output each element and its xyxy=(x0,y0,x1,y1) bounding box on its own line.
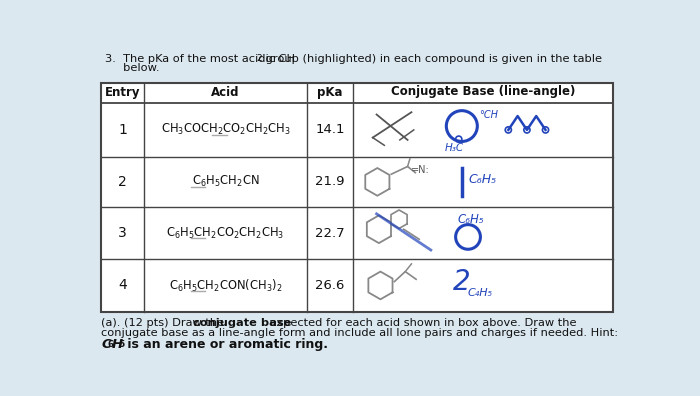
Text: 2: 2 xyxy=(452,268,470,295)
Bar xyxy=(102,83,613,312)
Text: (a). (12 pts) Draw the: (a). (12 pts) Draw the xyxy=(102,318,228,328)
Text: 4: 4 xyxy=(118,278,127,293)
Text: expected for each acid shown in box above. Draw the: expected for each acid shown in box abov… xyxy=(266,318,576,328)
Text: 3: 3 xyxy=(118,226,127,240)
Text: pKa: pKa xyxy=(317,86,343,99)
Text: C: C xyxy=(102,338,111,351)
Text: H: H xyxy=(111,338,122,351)
Text: 22.7: 22.7 xyxy=(315,227,345,240)
Text: conjugate base as a line-angle form and include all lone pairs and charges if ne: conjugate base as a line-angle form and … xyxy=(102,328,619,338)
Text: 3.  The pKa of the most acidic CH: 3. The pKa of the most acidic CH xyxy=(104,54,295,64)
Text: H₃C: H₃C xyxy=(444,143,464,153)
Text: C₄H₅: C₄H₅ xyxy=(468,288,493,298)
Text: C$_6$H$_5$CH$_2$CO$_2$CH$_2$CH$_3$: C$_6$H$_5$CH$_2$CO$_2$CH$_2$CH$_3$ xyxy=(167,226,285,241)
Text: CH$_3$COCH$_2$CO$_2$CH$_2$CH$_3$: CH$_3$COCH$_2$CO$_2$CH$_2$CH$_3$ xyxy=(160,122,290,137)
Text: 26.6: 26.6 xyxy=(316,279,345,292)
Text: is an arene or aromatic ring.: is an arene or aromatic ring. xyxy=(123,338,328,351)
Text: =N:: =N: xyxy=(412,165,430,175)
Text: 1: 1 xyxy=(118,123,127,137)
Text: 2: 2 xyxy=(118,175,127,189)
Text: C₆H₅: C₆H₅ xyxy=(468,173,496,186)
Text: °CH: °CH xyxy=(479,110,498,120)
Bar xyxy=(102,83,613,312)
Text: 5: 5 xyxy=(118,340,125,349)
Text: 21.9: 21.9 xyxy=(315,175,345,188)
Text: C$_6$H$_5$CH$_2$CN: C$_6$H$_5$CH$_2$CN xyxy=(192,174,259,189)
Text: conjugate base: conjugate base xyxy=(193,318,291,328)
Text: C$_6$H$_5$CH$_2$CON(CH$_3$)$_2$: C$_6$H$_5$CH$_2$CON(CH$_3$)$_2$ xyxy=(169,278,282,293)
Text: below.: below. xyxy=(104,63,159,73)
Text: C₆H₅: C₆H₅ xyxy=(458,213,484,226)
Text: 6: 6 xyxy=(108,340,114,349)
Text: Conjugate Base (line-angle): Conjugate Base (line-angle) xyxy=(391,85,575,98)
Text: 2: 2 xyxy=(256,54,262,63)
Text: group (highlighted) in each compound is given in the table: group (highlighted) in each compound is … xyxy=(262,54,602,64)
Text: 14.1: 14.1 xyxy=(315,124,345,136)
Text: Entry: Entry xyxy=(105,86,141,99)
Text: Acid: Acid xyxy=(211,86,239,99)
